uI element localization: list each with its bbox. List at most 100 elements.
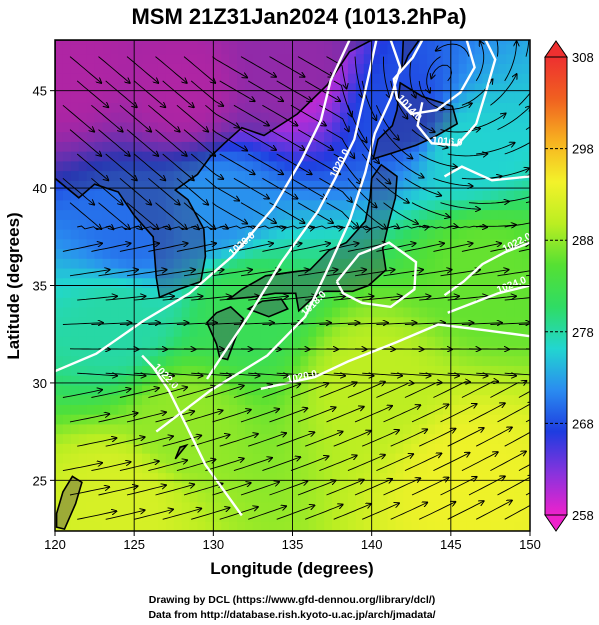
heat-cell — [514, 482, 523, 493]
heat-cell — [102, 404, 112, 415]
heat-cell — [245, 258, 254, 269]
heat-cell — [395, 277, 404, 289]
heat-cell — [221, 40, 230, 45]
heat-cell — [466, 482, 476, 493]
heat-cell — [260, 112, 270, 123]
heat-cell — [110, 384, 119, 396]
heat-cell — [427, 131, 436, 142]
heat-cell — [379, 345, 389, 357]
heat-cell — [118, 131, 127, 142]
heat-cell — [482, 511, 492, 522]
heat-cell — [371, 365, 381, 376]
heat-cell — [316, 63, 325, 74]
heat-cell — [332, 199, 341, 211]
heat-cell — [165, 492, 175, 503]
heat-cell — [284, 414, 294, 425]
heat-cell — [276, 73, 286, 84]
heat-cell — [522, 287, 530, 298]
heat-cell — [252, 180, 262, 191]
heat-cell — [332, 511, 341, 522]
heat-cell — [506, 443, 515, 454]
streamline — [212, 270, 253, 277]
heat-cell — [435, 229, 444, 240]
x-tick-label: 150 — [519, 537, 541, 552]
heat-cell — [245, 43, 254, 55]
heat-cell — [260, 238, 270, 250]
heat-cell — [482, 121, 492, 133]
heat-cell — [62, 238, 72, 250]
heat-cell — [94, 375, 104, 386]
heat-cell — [482, 219, 492, 230]
heat-cell — [260, 82, 270, 94]
heat-cell — [308, 384, 317, 396]
heat-cell — [355, 141, 365, 152]
heat-cell — [332, 73, 341, 84]
heat-cell — [514, 121, 523, 133]
heat-cell — [110, 112, 119, 123]
heat-cell — [284, 326, 294, 337]
heat-cell — [142, 63, 151, 74]
heat-cell — [70, 219, 80, 230]
streamline — [383, 478, 421, 496]
heat-cell — [395, 404, 404, 415]
heat-cell — [316, 316, 325, 328]
heat-cell — [474, 180, 484, 191]
heat-cell — [355, 306, 365, 318]
heat-cell — [142, 43, 151, 55]
heat-cell — [427, 53, 436, 64]
coastline-path — [55, 475, 83, 531]
heat-cell — [150, 170, 159, 181]
heat-cell — [332, 131, 341, 142]
streamline — [155, 484, 195, 496]
heat-cell — [197, 63, 207, 74]
heat-cell — [332, 336, 341, 347]
heat-cell — [522, 277, 530, 289]
heat-cell — [347, 521, 357, 531]
heat-cell — [126, 501, 135, 513]
heat-cell — [157, 306, 167, 318]
heat-cell — [126, 521, 135, 531]
heat-cell — [300, 521, 309, 531]
heat-cell — [94, 423, 104, 435]
heat-cell — [435, 267, 444, 279]
heat-cell — [78, 287, 88, 298]
heat-cell — [142, 453, 151, 464]
heat-cell — [300, 501, 309, 513]
heat-cell — [490, 112, 499, 123]
heat-cell — [411, 394, 420, 405]
streamline — [447, 296, 488, 301]
heat-cell — [474, 414, 484, 425]
streamline — [497, 403, 530, 423]
heat-cell — [411, 414, 420, 425]
heat-cell — [450, 43, 460, 55]
heat-cell — [173, 180, 183, 191]
heat-cell — [474, 190, 484, 201]
streamline — [326, 202, 359, 228]
heat-cell — [324, 394, 333, 405]
heat-cell — [205, 229, 214, 240]
heat-cell — [150, 180, 159, 191]
heat-cell — [395, 462, 404, 474]
heat-cell — [300, 433, 309, 444]
heat-cell — [165, 53, 175, 64]
heat-cell — [427, 443, 436, 454]
heat-cell — [94, 170, 104, 181]
streamline — [447, 501, 484, 520]
heat-cell — [78, 112, 88, 123]
heat-cell — [260, 73, 270, 84]
heat-cell — [252, 287, 262, 298]
streamline — [91, 389, 130, 398]
heat-cell — [62, 355, 72, 366]
streamline — [76, 80, 108, 107]
heat-cell — [379, 131, 389, 142]
heat-cell — [86, 287, 96, 298]
heat-cell — [229, 326, 238, 337]
heat-cell — [70, 43, 80, 55]
x-axis-label: Longitude (degrees) — [210, 559, 373, 578]
heat-cell — [181, 43, 191, 55]
heat-cell — [458, 521, 468, 531]
heat-cell — [62, 384, 72, 396]
heat-cell — [379, 209, 389, 220]
heat-cell — [419, 229, 428, 240]
heat-cell — [498, 180, 507, 191]
